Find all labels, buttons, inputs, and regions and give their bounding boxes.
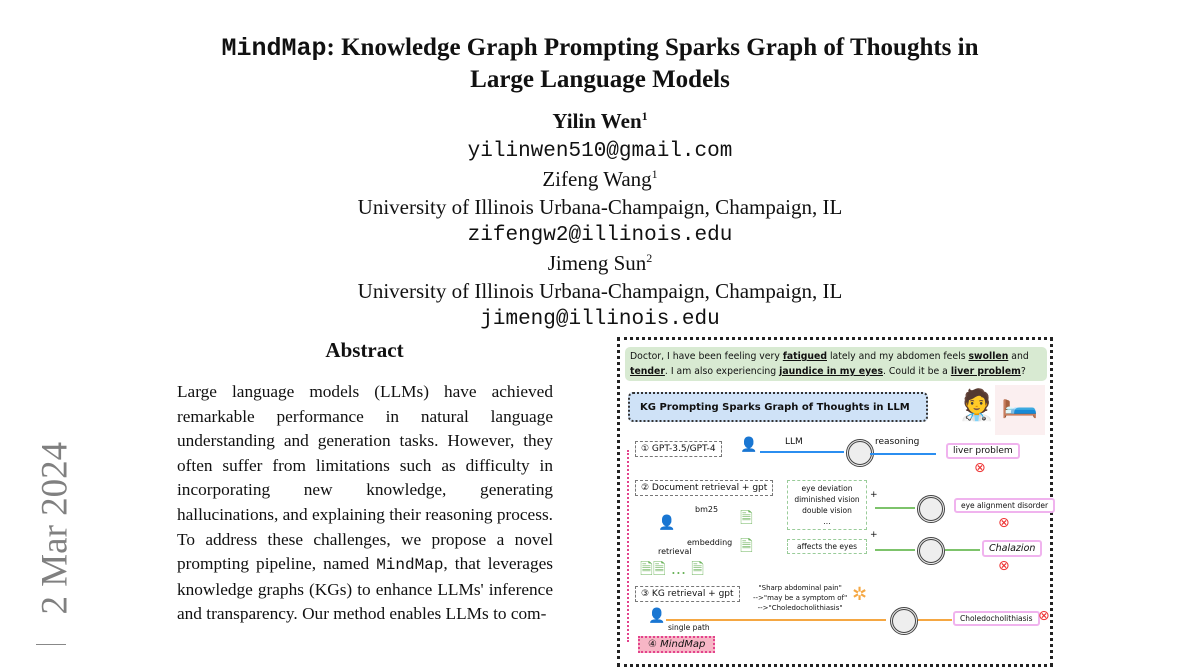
chatgpt-icon	[917, 495, 945, 523]
author-name: Jimeng Sun2	[547, 251, 653, 275]
document-icon: 🗎	[740, 508, 753, 527]
author-email: zifengw2@illinois.edu	[467, 224, 733, 247]
wrong-icon: ⊗	[998, 515, 1010, 531]
arrow	[760, 451, 844, 453]
plus-sign: +	[870, 530, 878, 540]
knowledge-graph-icon: ✲	[852, 584, 868, 605]
chatgpt-icon	[890, 607, 918, 635]
chatgpt-icon	[846, 439, 874, 467]
answer-box: eye alignment disorder	[954, 498, 1056, 513]
arrow	[666, 619, 886, 621]
title-system-name: MindMap	[221, 34, 327, 63]
chatgpt-icon	[917, 537, 945, 565]
method1-label: ① GPT-3.5/GPT-4	[635, 441, 722, 457]
patient-bed-icon: 🛏️	[995, 385, 1045, 435]
wrong-icon: ⊗	[1038, 608, 1050, 624]
patient-question: Doctor, I have been feeling very fatigue…	[625, 347, 1047, 381]
wrong-icon: ⊗	[974, 460, 986, 476]
abstract-text: Large language models (LLMs) have achiev…	[177, 382, 553, 624]
author-affiliation: University of Illinois Urbana-Champaign,…	[357, 279, 843, 303]
bm25-label: bm25	[695, 505, 719, 514]
answer-box: Choledocholithiasis	[953, 611, 1040, 626]
arrow	[875, 507, 915, 509]
mindmap-connector	[627, 450, 637, 642]
doctor-icon: 🧑‍⚕️	[958, 388, 996, 423]
author-email: jimeng@illinois.edu	[480, 308, 720, 331]
document-icons: 🗎🗎 ... 🗎	[640, 559, 705, 578]
stamp-divider	[36, 644, 66, 645]
arrow	[875, 549, 915, 551]
user-question-icon: 👤	[740, 437, 758, 453]
retrieved-doc-snippet: affects the eyes	[787, 539, 867, 554]
embedding-label: embedding	[687, 538, 733, 547]
arrow	[870, 453, 936, 455]
document-icon: 🗎	[740, 536, 753, 555]
figure-banner: KG Prompting Sparks Graph of Thoughts in…	[628, 392, 928, 422]
paper-title: MindMap: Knowledge Graph Prompting Spark…	[0, 32, 1200, 95]
reasoning-label: reasoning	[875, 437, 920, 447]
retrieval-label: retrieval	[658, 547, 692, 556]
wrong-icon: ⊗	[998, 558, 1010, 574]
answer-box: liver problem	[946, 443, 1020, 459]
author-name: Yilin Wen1	[552, 109, 648, 133]
plus-sign: +	[870, 490, 878, 500]
arxiv-stamp: 2 Mar 2024	[34, 441, 76, 615]
answer-box: Chalazion	[982, 540, 1043, 557]
author-affiliation: University of Illinois Urbana-Champaign,…	[357, 195, 843, 219]
user-question-icon: 👤	[648, 608, 666, 624]
single-path-label: single path	[668, 623, 710, 632]
author-email: yilinwen510@gmail.com	[467, 140, 733, 163]
title-line2: Large Language Models	[470, 66, 730, 93]
author-name: Zifeng Wang1	[542, 167, 658, 191]
llm-label: LLM	[785, 437, 803, 447]
title-line1: : Knowledge Graph Prompting Sparks Graph…	[326, 34, 979, 61]
arrow	[918, 619, 952, 621]
method4-label: ④ MindMap	[638, 636, 716, 653]
arrow	[945, 549, 980, 551]
kg-path: "Sharp abdominal pain" -->"may be a sympt…	[753, 584, 848, 612]
user-question-icon: 👤	[658, 515, 676, 531]
method2-label: ② Document retrieval + gpt	[635, 480, 774, 496]
figure-mindmap-overview: Doctor, I have been feeling very fatigue…	[617, 337, 1056, 667]
method3-label: ③ KG retrieval + gpt	[635, 586, 740, 602]
abstract-heading: Abstract	[325, 338, 404, 362]
retrieved-doc-snippets: eye deviation diminished vision double vis…	[787, 480, 867, 530]
